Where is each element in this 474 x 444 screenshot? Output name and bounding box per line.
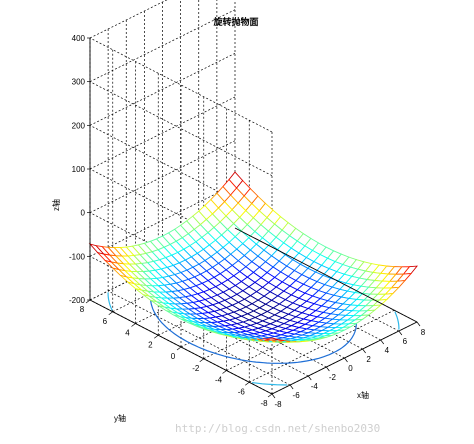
y-axis-label: y轴 xyxy=(114,413,126,423)
x-tick-label: -6 xyxy=(293,391,301,400)
frame-line xyxy=(234,227,418,323)
chart-title: 旋转抛物面 xyxy=(212,16,258,27)
y-tick-label: 2 xyxy=(148,340,153,349)
y-tick-label: 8 xyxy=(80,305,85,314)
y-tick-mark xyxy=(85,299,91,304)
wall-grid-line xyxy=(89,96,236,170)
y-tick-label: -2 xyxy=(192,364,200,373)
wall-grid-line xyxy=(89,53,236,126)
x-tick-mark xyxy=(326,366,330,372)
wall-grid-line xyxy=(89,9,236,82)
x-tick-mark xyxy=(307,375,312,381)
x-tick-label: -8 xyxy=(274,400,282,409)
z-axis-label: z轴 xyxy=(51,199,61,211)
y-tick-label: 0 xyxy=(171,352,176,361)
x-tick-mark xyxy=(416,321,421,327)
y-tick-label: 4 xyxy=(125,329,130,338)
x-tick-label: 6 xyxy=(403,337,408,346)
z-tick-label: 0 xyxy=(81,209,86,218)
tick-labels: -8 -6 -4 -2 0 2 4 6 8 -8 -6 -4 -2 0 2 4 6 8 400 300 200 100 0 -… xyxy=(69,34,426,409)
x-tick-mark xyxy=(380,339,385,345)
z-tick-label: 100 xyxy=(72,165,86,174)
x-tick-label: -2 xyxy=(329,373,337,382)
surface-cell xyxy=(88,243,105,255)
x-tick-label: -4 xyxy=(311,382,319,391)
wall-grid-line xyxy=(89,140,236,213)
x-tick-label: 2 xyxy=(366,355,371,364)
watermark: http://blog.csdn.net/shenbo2030 xyxy=(175,422,380,435)
y-tick-label: -4 xyxy=(215,376,223,385)
floor-grid-line xyxy=(249,309,395,383)
surface-mesh xyxy=(88,171,419,343)
y-tick-mark xyxy=(131,323,136,327)
y-tick-mark xyxy=(176,346,182,351)
x-tick-mark xyxy=(362,348,366,354)
wall-grid-line xyxy=(89,184,236,257)
x-tick-mark xyxy=(289,384,294,390)
y-tick-mark xyxy=(199,358,204,363)
y-tick-mark xyxy=(245,381,250,386)
y-tick-mark xyxy=(267,393,273,398)
y-tick-label: 6 xyxy=(103,317,108,326)
x-tick-mark xyxy=(271,393,276,399)
y-tick-label: -6 xyxy=(238,387,246,396)
x-tick-label: 4 xyxy=(385,346,390,355)
z-tick-label: 200 xyxy=(72,121,86,130)
x-tick-mark xyxy=(344,357,348,363)
x-axis-label: x轴 xyxy=(357,390,369,400)
z-tick-label: -200 xyxy=(69,296,86,305)
z-tick-label: -100 xyxy=(69,252,86,261)
y-tick-mark xyxy=(108,311,113,316)
y-tick-mark xyxy=(154,334,159,339)
wall-grid-line xyxy=(89,0,168,39)
x-tick-label: 0 xyxy=(348,364,353,373)
x-tick-mark xyxy=(398,330,403,336)
z-tick-label: 300 xyxy=(72,78,86,87)
y-tick-mark xyxy=(222,370,227,374)
y-tick-label: -8 xyxy=(260,399,268,408)
z-tick-label: 400 xyxy=(72,34,86,43)
x-tick-label: 8 xyxy=(421,328,426,337)
